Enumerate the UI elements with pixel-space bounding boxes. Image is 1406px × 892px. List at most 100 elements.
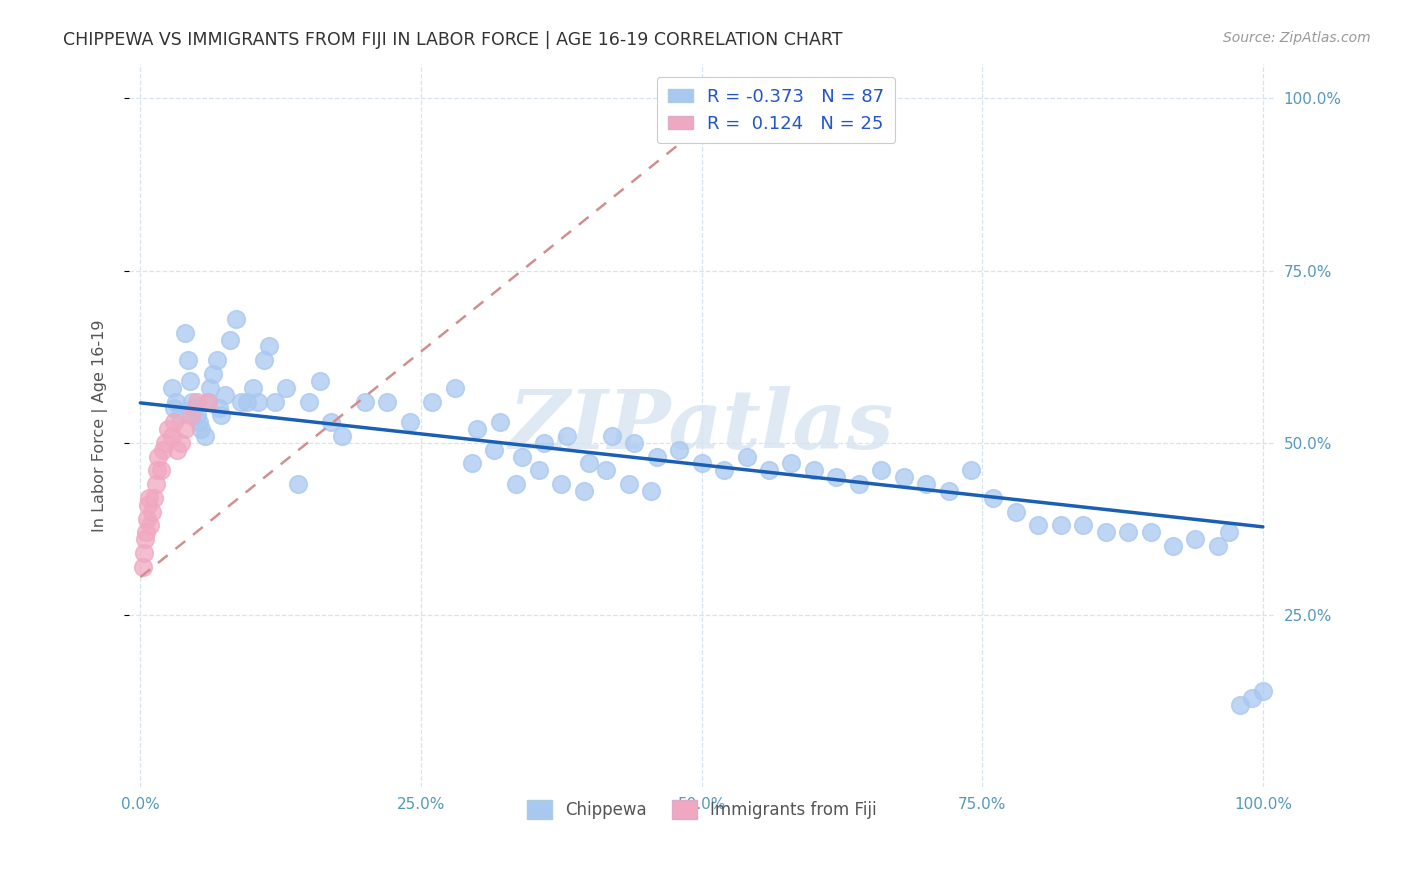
- Point: [482, 442, 505, 457]
- Point: [1005, 505, 1028, 519]
- Point: [165, 394, 187, 409]
- Point: [983, 491, 1005, 505]
- Point: [174, 326, 197, 340]
- Point: [510, 450, 533, 464]
- Point: [264, 394, 287, 409]
- Point: [219, 333, 242, 347]
- Point: [1251, 683, 1274, 698]
- Point: [160, 429, 183, 443]
- Text: CHIPPEWA VS IMMIGRANTS FROM FIJI IN LABOR FORCE | AGE 16-19 CORRELATION CHART: CHIPPEWA VS IMMIGRANTS FROM FIJI IN LABO…: [63, 31, 842, 49]
- Point: [595, 463, 617, 477]
- Point: [186, 409, 208, 423]
- Point: [132, 546, 155, 560]
- Point: [136, 498, 159, 512]
- Point: [160, 381, 183, 395]
- Point: [572, 483, 595, 498]
- Point: [181, 394, 204, 409]
- Point: [870, 463, 893, 477]
- Point: [287, 477, 309, 491]
- Point: [202, 367, 225, 381]
- Point: [803, 463, 825, 477]
- Point: [735, 450, 758, 464]
- Point: [825, 470, 848, 484]
- Point: [1139, 525, 1161, 540]
- Point: [505, 477, 527, 491]
- Point: [465, 422, 488, 436]
- Point: [848, 477, 870, 491]
- Text: Source: ZipAtlas.com: Source: ZipAtlas.com: [1223, 31, 1371, 45]
- Point: [134, 533, 156, 547]
- Point: [354, 394, 377, 409]
- Y-axis label: In Labor Force | Age 16-19: In Labor Force | Age 16-19: [93, 319, 108, 532]
- Point: [141, 505, 163, 519]
- Point: [145, 477, 167, 491]
- Point: [190, 422, 212, 436]
- Text: ZIPatlas: ZIPatlas: [509, 385, 894, 466]
- Point: [640, 483, 662, 498]
- Point: [550, 477, 572, 491]
- Point: [1161, 539, 1184, 553]
- Point: [209, 409, 232, 423]
- Point: [170, 435, 193, 450]
- Point: [375, 394, 398, 409]
- Point: [276, 381, 298, 395]
- Point: [1206, 539, 1229, 553]
- Point: [136, 511, 159, 525]
- Point: [623, 435, 645, 450]
- Point: [309, 374, 332, 388]
- Point: [668, 442, 690, 457]
- Point: [205, 353, 228, 368]
- Point: [242, 381, 264, 395]
- Point: [1184, 533, 1206, 547]
- Point: [198, 381, 221, 395]
- Point: [488, 415, 510, 429]
- Point: [208, 401, 231, 416]
- Point: [893, 470, 915, 484]
- Point: [183, 401, 205, 416]
- Point: [225, 311, 247, 326]
- Point: [163, 401, 186, 416]
- Point: [1028, 518, 1050, 533]
- Point: [236, 394, 259, 409]
- Point: [187, 415, 209, 429]
- Point: [1229, 698, 1251, 712]
- Point: [214, 387, 236, 401]
- Point: [197, 394, 219, 409]
- Point: [332, 429, 354, 443]
- Point: [713, 463, 735, 477]
- Point: [135, 525, 157, 540]
- Point: [690, 457, 713, 471]
- Point: [1240, 690, 1263, 705]
- Point: [138, 491, 160, 505]
- Point: [578, 457, 600, 471]
- Point: [153, 435, 176, 450]
- Point: [231, 394, 253, 409]
- Point: [960, 463, 983, 477]
- Point: [321, 415, 343, 429]
- Point: [527, 463, 550, 477]
- Point: [149, 463, 172, 477]
- Point: [1049, 518, 1071, 533]
- Legend: Chippewa, Immigrants from Fiji: Chippewa, Immigrants from Fiji: [520, 793, 883, 826]
- Point: [420, 394, 443, 409]
- Point: [1071, 518, 1094, 533]
- Point: [443, 381, 465, 395]
- Point: [142, 491, 165, 505]
- Point: [1116, 525, 1139, 540]
- Point: [174, 422, 197, 436]
- Point: [169, 409, 191, 423]
- Point: [253, 353, 276, 368]
- Point: [186, 394, 208, 409]
- Point: [555, 429, 578, 443]
- Point: [148, 450, 170, 464]
- Point: [460, 457, 482, 471]
- Point: [1218, 525, 1240, 540]
- Point: [600, 429, 623, 443]
- Point: [298, 394, 321, 409]
- Point: [131, 559, 153, 574]
- Point: [645, 450, 668, 464]
- Point: [533, 435, 555, 450]
- Point: [146, 463, 169, 477]
- Point: [780, 457, 803, 471]
- Point: [617, 477, 640, 491]
